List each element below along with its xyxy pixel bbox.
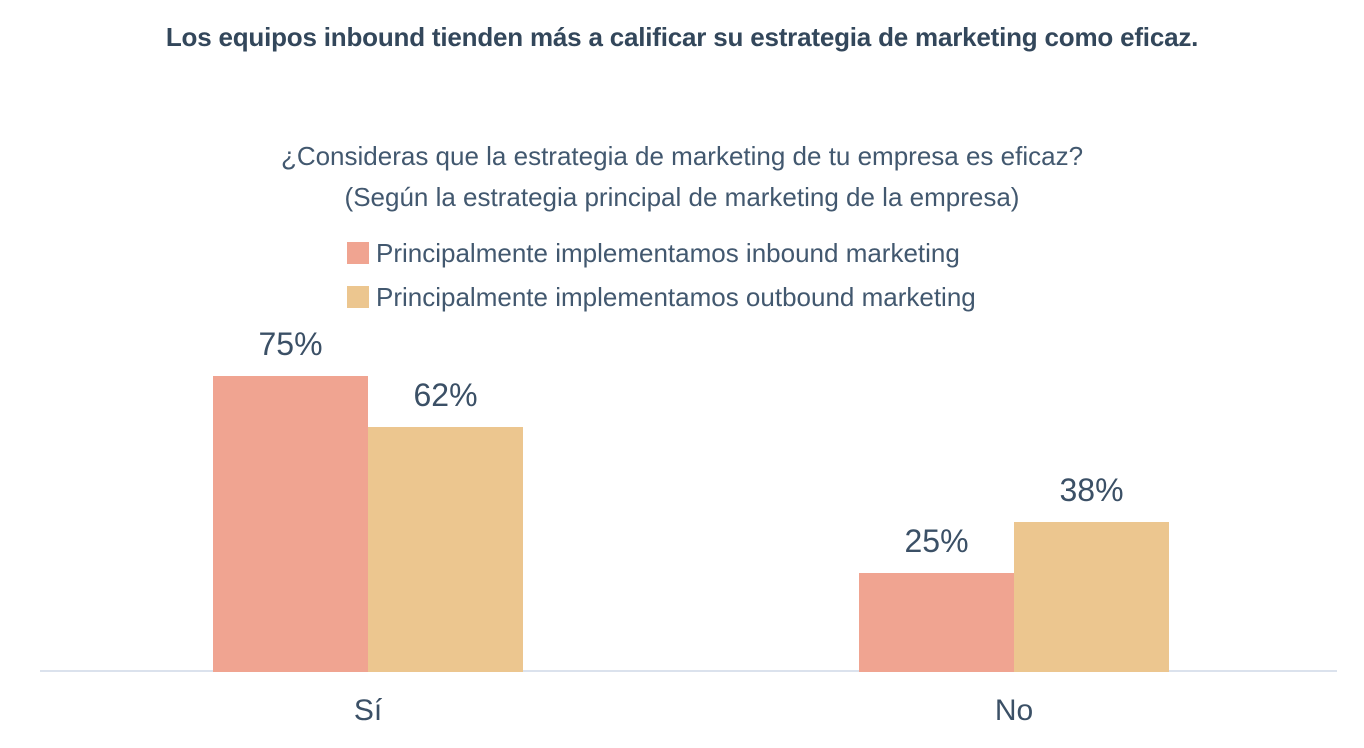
bar-si-inbound: 75% [213, 326, 368, 672]
chart-question: ¿Consideras que la estrategia de marketi… [0, 136, 1364, 218]
legend-label-outbound: Principalmente implementamos outbound ma… [376, 281, 976, 312]
bar-no-inbound: 25% [859, 523, 1014, 672]
bar-value-si-outbound: 62% [413, 377, 478, 413]
chart-question-line1: ¿Consideras que la estrategia de marketi… [280, 141, 1084, 171]
x-axis-line [40, 670, 1337, 672]
bar-group-si: 75% 62% [213, 326, 523, 672]
legend: Principalmente implementamos inbound mar… [347, 231, 976, 319]
bar-value-no-inbound: 25% [904, 523, 969, 559]
chart-question-line2: (Según la estrategia principal de market… [344, 182, 1020, 212]
legend-swatch-inbound-icon [347, 242, 369, 264]
legend-item-outbound: Principalmente implementamos outbound ma… [347, 275, 976, 319]
legend-item-inbound: Principalmente implementamos inbound mar… [347, 231, 976, 275]
bar-si-outbound: 62% [368, 377, 523, 672]
figure-title: Los equipos inbound tienden más a califi… [165, 22, 1199, 52]
legend-swatch-outbound-icon [347, 286, 369, 308]
x-axis-label-no: No [994, 694, 1034, 727]
x-axis-label-si: Sí [353, 694, 383, 727]
bar-value-no-outbound: 38% [1059, 472, 1124, 508]
legend-label-inbound: Principalmente implementamos inbound mar… [376, 237, 960, 268]
bar-group-no: 25% 38% [859, 472, 1169, 672]
bar-value-si-inbound: 75% [258, 326, 323, 362]
bar-no-outbound: 38% [1014, 472, 1169, 672]
